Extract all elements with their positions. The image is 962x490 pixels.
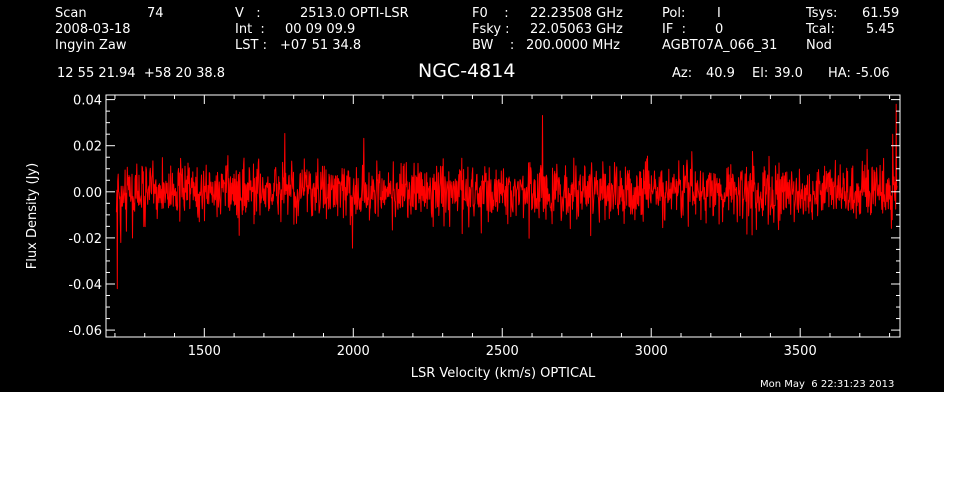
y-tick-label: 0.02 — [73, 140, 102, 155]
y-tick-label: -0.04 — [68, 278, 102, 293]
fsky-value: 22.05063 GHz — [530, 22, 623, 37]
lst-value: +07 51 34.8 — [280, 38, 362, 53]
az-label: Az: — [672, 66, 693, 81]
scan-label: Scan — [55, 6, 87, 21]
y-axis-label: Flux Density (Jy) — [25, 163, 40, 269]
y-tick-label: -0.02 — [68, 232, 102, 247]
velocity-value: 2513.0 OPTI-LSR — [300, 6, 409, 21]
x-tick-label: 2500 — [486, 344, 519, 359]
axes: 1500 2000 2500 3000 3500 -0.06 -0.04 -0.02 0.00 0… — [68, 94, 900, 359]
observation-date: 2008-03-18 — [55, 22, 131, 37]
plot-frame — [105, 94, 901, 338]
pol-label: Pol: — [662, 6, 686, 21]
spectrum-series — [115, 103, 898, 290]
f0-label: F0 : — [472, 6, 509, 21]
ha-value: -5.06 — [856, 66, 890, 81]
pol-value: I — [717, 6, 721, 21]
observer-name: Ingyin Zaw — [55, 38, 127, 53]
bw-value: 200.0000 MHz — [526, 38, 620, 53]
az-value: 40.9 — [706, 66, 735, 81]
lst-label: LST : — [235, 38, 267, 53]
x-tick-label: 3500 — [784, 344, 817, 359]
if-value: 0 — [715, 22, 724, 37]
fsky-label: Fsky : — [472, 22, 510, 37]
if-label: IF : — [662, 22, 686, 37]
ha-label: HA: — [828, 66, 851, 81]
integration-label: Int : — [235, 22, 265, 37]
x-axis-label: LSR Velocity (km/s) OPTICAL — [411, 366, 596, 381]
integration-value: 00 09 09.9 — [285, 22, 356, 37]
chart-title: NGC-4814 — [418, 60, 516, 82]
y-tick-label: -0.06 — [68, 324, 102, 339]
tcal-label: Tcal: — [806, 22, 835, 37]
y-tick-label: 0.00 — [73, 186, 102, 201]
y-tick-label: 0.04 — [73, 94, 102, 109]
observing-mode: Nod — [806, 38, 832, 53]
x-tick-label: 1500 — [188, 344, 221, 359]
tsys-value: 61.59 — [862, 6, 900, 21]
tsys-label: Tsys: — [806, 6, 838, 21]
timestamp: Mon May 6 22:31:23 2013 — [760, 379, 895, 390]
spectrum-line — [115, 103, 898, 290]
x-tick-label: 3000 — [635, 344, 668, 359]
tcal-value: 5.45 — [866, 22, 895, 37]
f0-value: 22.23508 GHz — [530, 6, 623, 21]
el-value: 39.0 — [774, 66, 803, 81]
project-id: AGBT07A_066_31 — [662, 38, 778, 53]
source-coordinates: 12 55 21.94 +58 20 38.8 — [57, 66, 226, 81]
scan-number: 74 — [147, 6, 164, 21]
el-label: El: — [752, 66, 769, 81]
velocity-label: V : — [235, 6, 261, 21]
spectrum-plot: 1500 2000 2500 3000 3500 -0.06 -0.04 -0.02 0.00 0… — [25, 94, 901, 381]
bw-label: BW : — [472, 38, 515, 53]
x-tick-label: 2000 — [337, 344, 370, 359]
